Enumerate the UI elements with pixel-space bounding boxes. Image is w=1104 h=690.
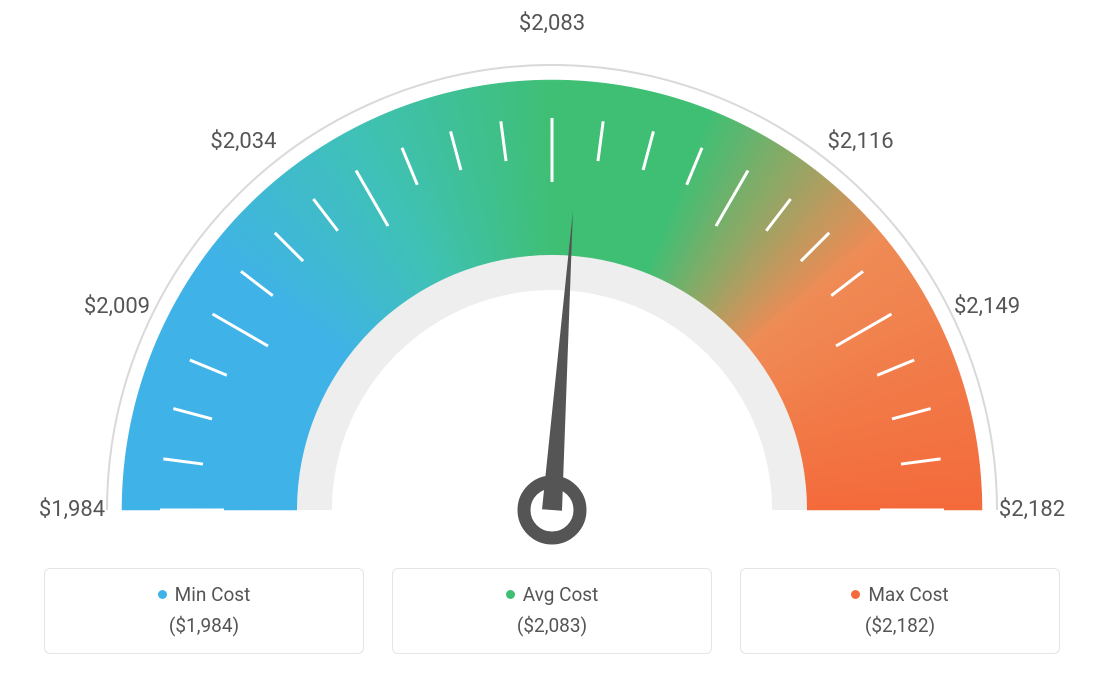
legend-value-min: ($1,984) xyxy=(63,614,345,637)
gauge-tick-label: $2,083 xyxy=(519,11,585,36)
gauge-svg: $1,984 $2,009 $2,034 $2,083 $2,116 $2,149 $2,1… xyxy=(0,0,1104,560)
gauge-tick-label: $2,182 xyxy=(999,497,1065,522)
legend-card-avg: Avg Cost ($2,083) xyxy=(392,568,712,654)
legend-title-min: Min Cost xyxy=(158,583,251,606)
legend-card-max: Max Cost ($2,182) xyxy=(740,568,1060,654)
legend-title-label: Max Cost xyxy=(868,583,948,606)
legend-value-max: ($2,182) xyxy=(759,614,1041,637)
legend-card-min: Min Cost ($1,984) xyxy=(44,568,364,654)
legend-title-max: Max Cost xyxy=(851,583,948,606)
legend-title-label: Avg Cost xyxy=(523,583,599,606)
legend-value-avg: ($2,083) xyxy=(411,614,693,637)
dot-icon xyxy=(851,590,860,599)
gauge-area: $1,984 $2,009 $2,034 $2,083 $2,116 $2,149 $2,1… xyxy=(0,0,1104,560)
gauge-tick-label: $1,984 xyxy=(39,497,105,522)
dot-icon xyxy=(506,590,515,599)
legend-row: Min Cost ($1,984) Avg Cost ($2,083) Max … xyxy=(0,568,1104,654)
legend-title-label: Min Cost xyxy=(175,583,251,606)
gauge-tick-label: $2,034 xyxy=(210,129,276,154)
chart-container: $1,984 $2,009 $2,034 $2,083 $2,116 $2,149 $2,1… xyxy=(0,0,1104,690)
gauge-tick-label: $2,116 xyxy=(827,129,893,154)
gauge-tick-label: $2,009 xyxy=(84,294,150,319)
gauge-tick-label: $2,149 xyxy=(954,294,1020,319)
dot-icon xyxy=(158,590,167,599)
legend-title-avg: Avg Cost xyxy=(506,583,599,606)
